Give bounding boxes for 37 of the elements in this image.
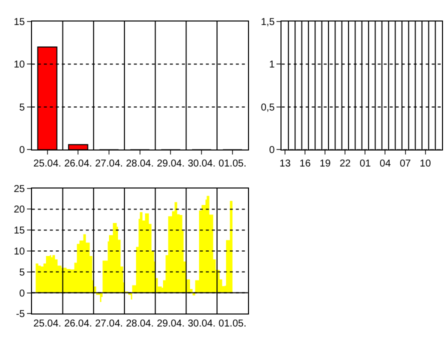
x-tick-label: 01.05. [218, 318, 246, 330]
y-tick-label: -5 [16, 309, 26, 320]
x-tick-label: 10 [420, 158, 432, 170]
x-tick-label: 13 [280, 158, 292, 170]
x-tick-label: 27.04. [95, 318, 123, 330]
x-tick-label: 04 [380, 158, 392, 170]
x-tick-label: 07 [400, 158, 412, 170]
x-tick-label: 29.04. [156, 158, 185, 170]
x-tick-label: 01.05. [218, 158, 246, 170]
y-tick-label: 20 [14, 204, 26, 216]
x-tick-label: 25.04. [33, 318, 62, 330]
y-tick-label: 15 [14, 16, 26, 28]
y-tick-label: 25 [14, 184, 26, 195]
y-tick-label: 5 [19, 102, 26, 114]
x-tick-label: 26.04. [64, 318, 92, 330]
x-tick-label: 26.04. [64, 158, 92, 170]
y-tick-label: 10 [14, 60, 26, 71]
y-tick-label: 0 [269, 145, 276, 156]
y-tick-label: 1 [269, 60, 276, 71]
x-tick-label: 01 [360, 158, 372, 170]
y-tick-label: 5 [19, 267, 26, 278]
y-tick-label: 0 [19, 288, 26, 300]
x-tick-label: 27.04. [95, 158, 123, 170]
y-tick-label: 0,5 [260, 102, 276, 114]
y-tick-label: 15 [14, 226, 26, 237]
x-tick-label: 16 [300, 158, 312, 170]
y-tick-label: 0 [19, 145, 26, 156]
y-tick-label: 1,5 [260, 16, 276, 28]
x-tick-label: 19 [320, 158, 332, 170]
x-tick-label: 22 [340, 158, 352, 170]
y-tick-label: 10 [14, 246, 26, 258]
x-tick-label: 25.04. [33, 158, 62, 170]
x-tick-label: 28.04. [126, 318, 154, 330]
x-tick-label: 28.04. [126, 158, 154, 170]
x-tick-label: 30.04. [188, 318, 216, 330]
x-tick-label: 29.04. [156, 318, 185, 330]
x-tick-label: 30.04. [188, 158, 216, 170]
